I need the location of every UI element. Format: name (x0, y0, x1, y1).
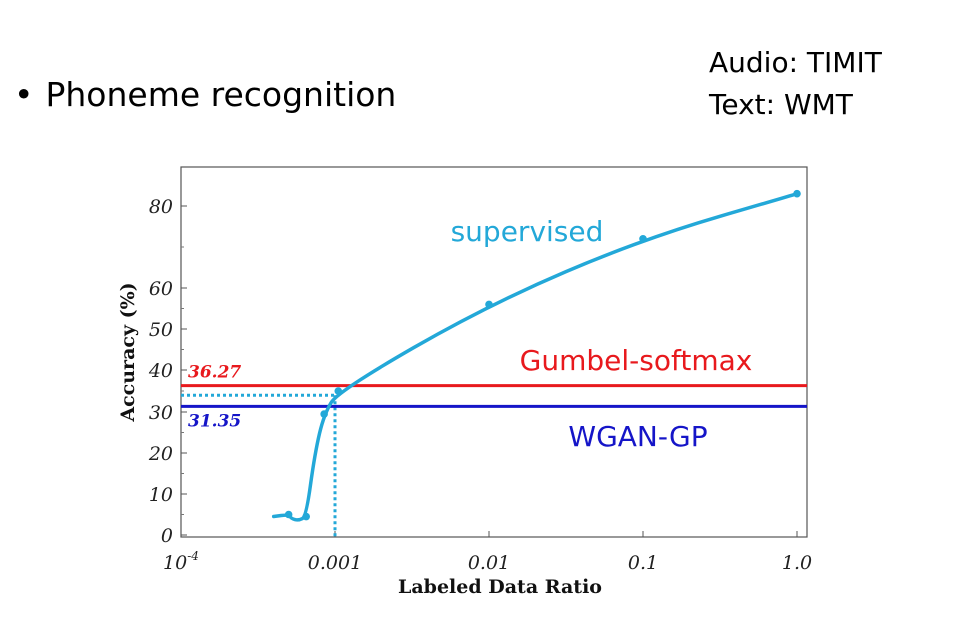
y-tick-label: 20 (148, 443, 173, 465)
hline-name-label: Gumbel-softmax (520, 344, 753, 377)
series-supervised-point (302, 512, 310, 521)
series-supervised-point (639, 235, 647, 243)
y-tick-label: 40 (148, 360, 173, 382)
dataset-info: Audio: TIMIT Text: WMT (709, 42, 882, 126)
dataset-text: Text: WMT (709, 88, 853, 121)
y-tick-label: 0 (161, 525, 173, 547)
series-supervised-point (334, 387, 343, 395)
x-tick-label: 0.1 (628, 552, 658, 574)
y-axis-label: Accuracy (%) (117, 282, 139, 422)
dataset-audio: Audio: TIMIT (709, 46, 882, 79)
hline-name-label: WGAN-GP (568, 420, 707, 453)
series-supervised-point (485, 300, 493, 309)
series-supervised-point (284, 510, 293, 519)
series-supervised-point (793, 189, 801, 198)
x-tick-label: 0.01 (468, 552, 510, 574)
series-supervised-point (320, 410, 328, 418)
y-tick-label: 50 (149, 319, 173, 341)
hline-value-label: 36.27 (188, 363, 241, 383)
y-tick-label: 60 (149, 278, 173, 300)
series-supervised-label: supervised (451, 215, 604, 248)
x-tick-label: 1.0 (782, 552, 812, 574)
x-tick-label: 10-4 (163, 549, 199, 574)
bullet-text: Phoneme recognition (45, 75, 397, 114)
bullet-dot-icon: • (14, 75, 34, 114)
plot-frame (180, 166, 808, 538)
y-tick-label: 80 (149, 196, 173, 218)
y-tick-label: 10 (149, 484, 173, 506)
x-tick-label: 0.001 (308, 552, 362, 574)
hline-value-label: 31.35 (188, 411, 241, 431)
bullet-item: • Phoneme recognition (14, 72, 396, 118)
y-tick-label: 30 (149, 402, 173, 424)
x-axis-label: Labeled Data Ratio (398, 576, 602, 598)
